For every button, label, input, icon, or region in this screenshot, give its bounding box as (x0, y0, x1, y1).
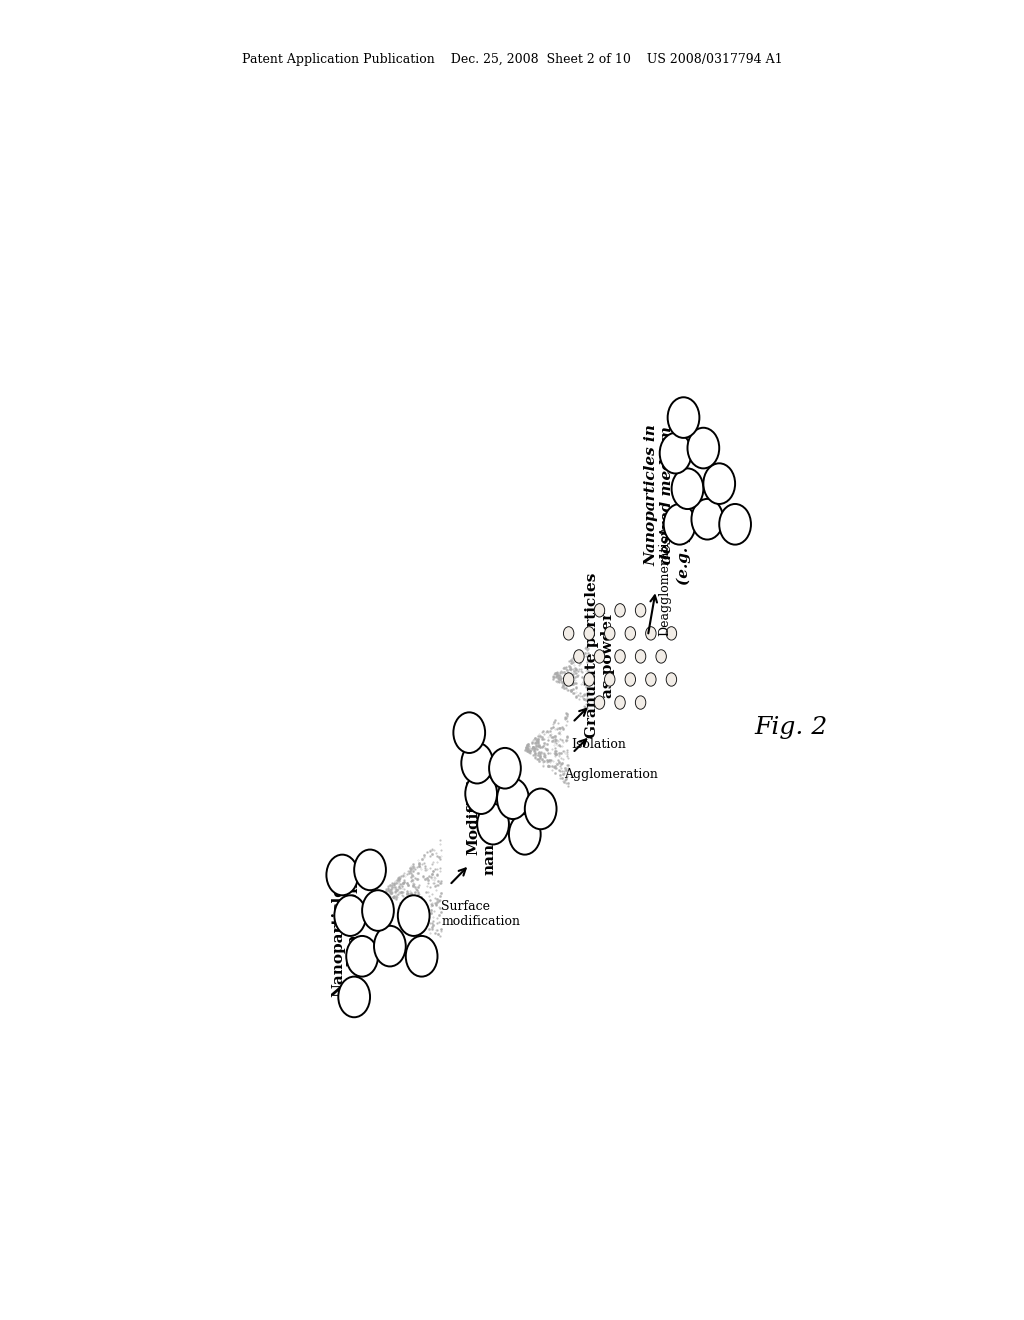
Circle shape (667, 627, 677, 640)
Circle shape (354, 850, 386, 890)
Circle shape (338, 977, 370, 1018)
Circle shape (509, 814, 541, 854)
Text: Fig. 2: Fig. 2 (754, 715, 827, 739)
Circle shape (525, 788, 557, 829)
Circle shape (563, 627, 573, 640)
Circle shape (635, 603, 646, 616)
Circle shape (584, 627, 594, 640)
Circle shape (604, 673, 615, 686)
Circle shape (454, 713, 485, 752)
Circle shape (614, 603, 626, 616)
Circle shape (573, 649, 584, 663)
Circle shape (668, 397, 699, 438)
Circle shape (687, 428, 719, 469)
Circle shape (346, 936, 378, 977)
Circle shape (646, 673, 656, 686)
Circle shape (584, 673, 594, 686)
Text: Granulate particles
as powder: Granulate particles as powder (585, 573, 615, 738)
Circle shape (614, 649, 626, 663)
Circle shape (604, 627, 615, 640)
Circle shape (614, 696, 626, 709)
Circle shape (374, 925, 406, 966)
Text: Modified
nanoparticles: Modified nanoparticles (466, 758, 497, 875)
Circle shape (397, 895, 430, 936)
Circle shape (625, 627, 636, 640)
Circle shape (563, 673, 573, 686)
Text: Surface
modification: Surface modification (441, 900, 520, 928)
Circle shape (625, 673, 636, 686)
Text: Patent Application Publication    Dec. 25, 2008  Sheet 2 of 10    US 2008/031779: Patent Application Publication Dec. 25, … (242, 53, 782, 66)
Text: Nanoparticles
in dispersion: Nanoparticles in dispersion (331, 878, 361, 997)
Circle shape (664, 504, 695, 545)
Circle shape (594, 649, 605, 663)
Circle shape (477, 804, 509, 845)
Circle shape (691, 499, 723, 540)
Circle shape (406, 936, 437, 977)
Circle shape (327, 854, 358, 895)
Circle shape (719, 504, 751, 545)
Circle shape (703, 463, 735, 504)
Circle shape (461, 743, 494, 784)
Circle shape (362, 890, 394, 931)
Circle shape (497, 779, 528, 818)
Circle shape (635, 696, 646, 709)
Text: Isolation: Isolation (570, 738, 626, 751)
Circle shape (334, 895, 367, 936)
Circle shape (659, 433, 691, 474)
Text: Agglomeration: Agglomeration (564, 768, 658, 781)
Circle shape (594, 603, 605, 616)
Circle shape (667, 673, 677, 686)
Circle shape (656, 649, 667, 663)
Circle shape (646, 627, 656, 640)
Circle shape (672, 469, 703, 510)
Text: Deagglomeration: Deagglomeration (658, 527, 671, 636)
Circle shape (465, 774, 497, 814)
Circle shape (594, 696, 605, 709)
Circle shape (489, 748, 521, 788)
Circle shape (635, 649, 646, 663)
Text: Nanoparticles in
desired medium
(e.g. polymer matrix): Nanoparticles in desired medium (e.g. po… (644, 404, 691, 585)
